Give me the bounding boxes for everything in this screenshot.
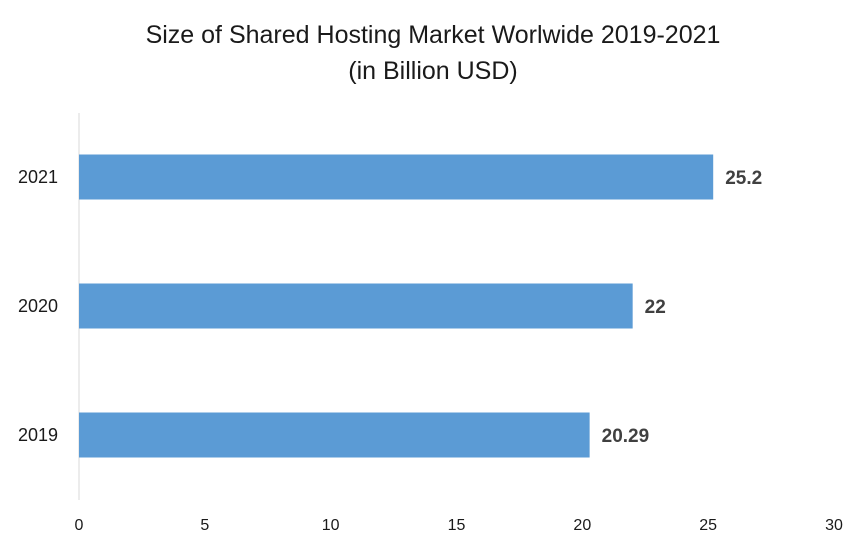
x-tick-label-25: 25 — [699, 517, 717, 534]
x-tick-label-0: 0 — [75, 517, 84, 534]
bar-2019 — [79, 412, 590, 458]
data-label-2020: 22 — [645, 297, 666, 318]
x-tick-label-15: 15 — [448, 517, 466, 534]
x-tick-label-10: 10 — [322, 517, 340, 534]
data-label-2021: 25.2 — [725, 168, 762, 189]
x-tick-label-5: 5 — [200, 517, 209, 534]
data-label-2019: 20.29 — [602, 426, 650, 447]
category-label-2019: 2019 — [18, 425, 58, 445]
chart-subtitle: (in Billion USD) — [348, 57, 518, 85]
x-tick-label-20: 20 — [573, 517, 591, 534]
bar-2020 — [79, 283, 633, 329]
x-tick-label-30: 30 — [825, 517, 843, 534]
chart-title: Size of Shared Hosting Market Worlwide 2… — [145, 21, 721, 49]
category-label-2020: 2020 — [18, 296, 58, 316]
bar-2021 — [79, 154, 714, 200]
category-label-2021: 2021 — [18, 167, 58, 187]
